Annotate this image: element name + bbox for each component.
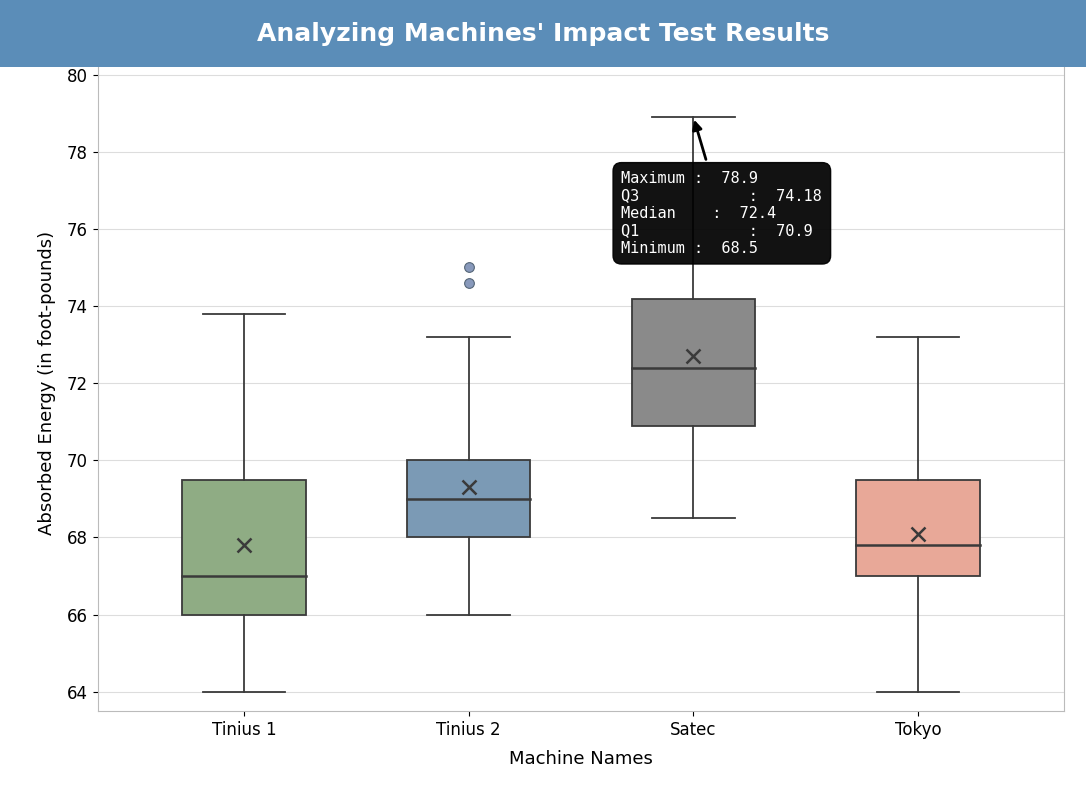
Bar: [632, 299, 755, 426]
Bar: [857, 480, 980, 576]
Text: Analyzing Machines' Impact Test Results: Analyzing Machines' Impact Test Results: [256, 21, 830, 46]
Bar: [182, 480, 305, 615]
Y-axis label: Absorbed Energy (in foot-pounds): Absorbed Energy (in foot-pounds): [38, 231, 55, 535]
Bar: [407, 461, 530, 537]
X-axis label: Machine Names: Machine Names: [509, 750, 653, 768]
Text: Maximum :  78.9
Q3            :  74.18
Median    :  72.4
Q1            :  70.9
M: Maximum : 78.9 Q3 : 74.18 Median : 72.4 …: [621, 122, 822, 256]
